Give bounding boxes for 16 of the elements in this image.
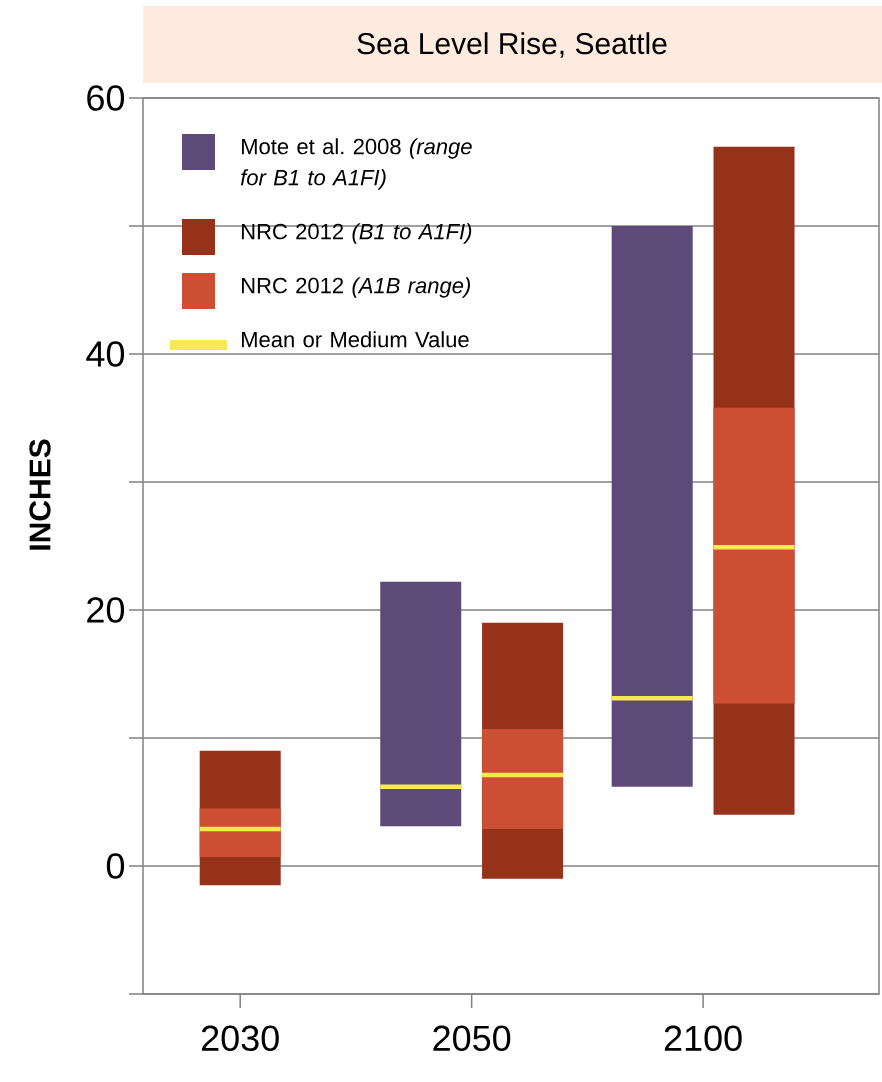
chart-title: Sea Level Rise, Seattle <box>357 32 667 58</box>
legend-label: NRC 2012 (B1 to A1FI) <box>242 223 472 244</box>
x-tick-label: 2050 <box>433 1025 511 1052</box>
y-tick-label: 40 <box>86 341 125 367</box>
legend-label: Mean or Medium Value <box>242 331 469 348</box>
x-tick-label: 2100 <box>664 1025 742 1052</box>
y-tick-label: 20 <box>87 597 125 623</box>
legend-label: NRC 2012 (A1B range) <box>242 277 470 298</box>
y-tick-label: 0 <box>106 853 125 879</box>
y-tick-label: 60 <box>87 85 125 111</box>
text: Mote et al. 2008 (range for B1 to A1FI) <box>240 138 472 190</box>
y-axis-title: INCHES <box>29 439 51 550</box>
x-tick-label: 2030 <box>201 1025 279 1052</box>
bar <box>611 226 693 787</box>
bar <box>380 581 462 827</box>
bar <box>713 407 795 704</box>
